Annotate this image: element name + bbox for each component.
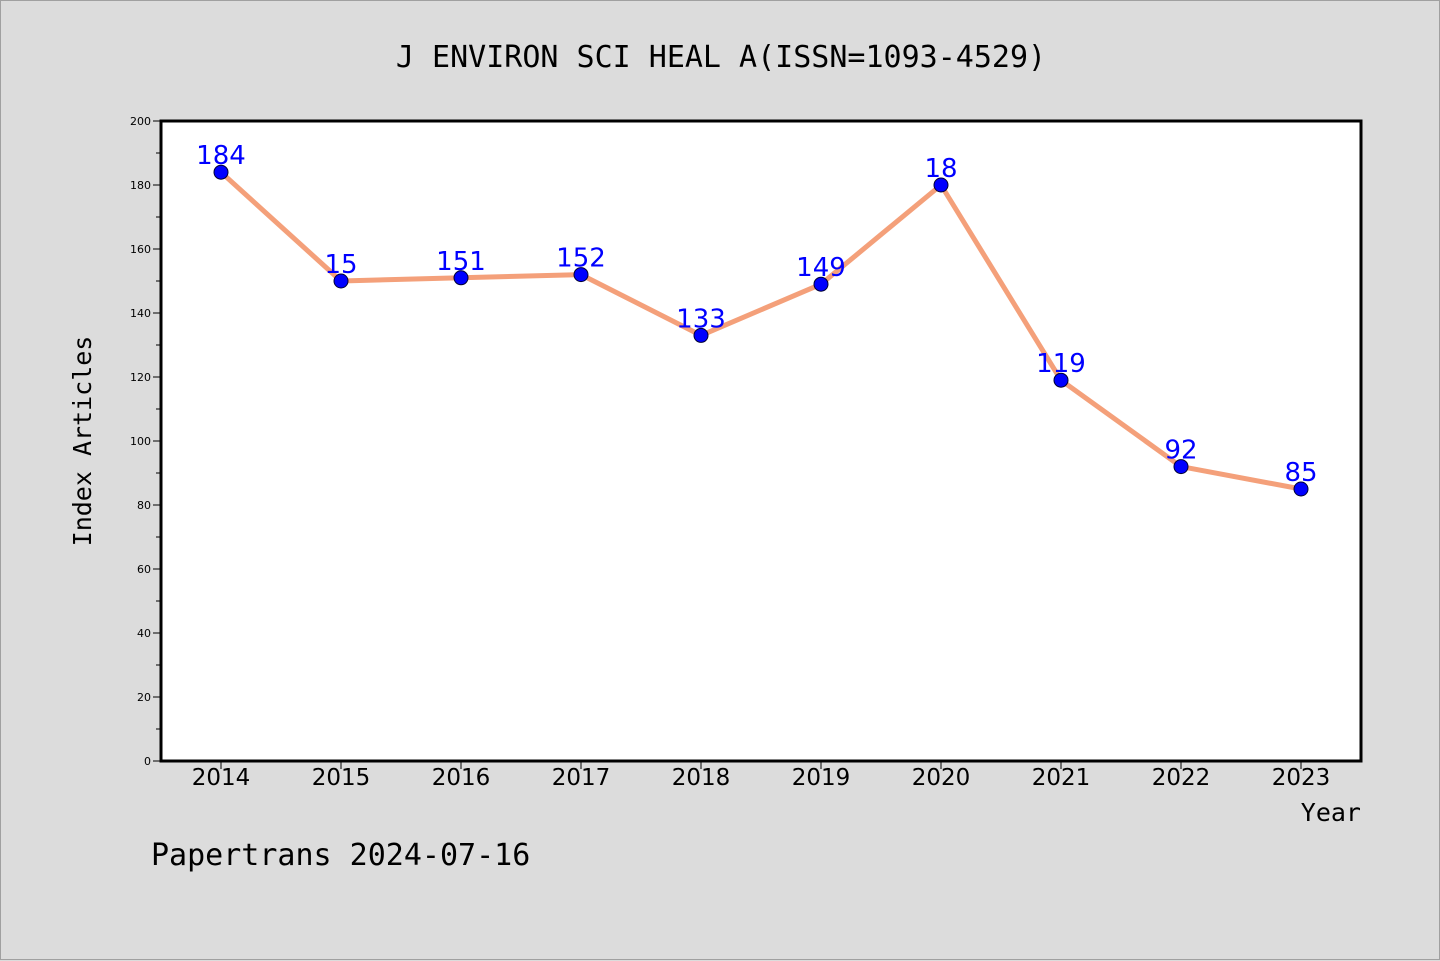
x-tick-label: 2019	[792, 765, 851, 791]
x-tick-label: 2020	[912, 765, 971, 791]
data-point	[453, 270, 469, 286]
y-tick-label: 160	[130, 243, 151, 256]
x-tick-label: 2016	[432, 765, 491, 791]
plot-area	[159, 119, 1363, 763]
y-tick-label: 0	[144, 755, 151, 768]
y-axis-label: Index Articles	[68, 336, 97, 547]
data-point	[933, 177, 949, 193]
data-point	[213, 164, 229, 180]
y-tick-label: 80	[137, 499, 151, 512]
x-axis: 2014 2015 2016 2017 2018 2019 2020 2021 2022 2023	[192, 761, 1331, 791]
data-labels: 184 15 151 152 133 149 18 119 92 85	[196, 141, 1317, 488]
y-tick-label: 20	[137, 691, 151, 704]
y-tick-label: 180	[130, 179, 151, 192]
data-label: 15	[324, 250, 357, 280]
data-label: 119	[1036, 349, 1086, 379]
data-label: 184	[196, 141, 246, 171]
y-tick-label: 100	[130, 435, 151, 448]
y-axis: 0 20 40 60 80 100 120 140 160 180 200	[130, 115, 161, 768]
data-label: 152	[556, 244, 606, 274]
data-label: 92	[1164, 436, 1197, 466]
data-label: 149	[796, 253, 846, 283]
y-tick-label: 60	[137, 563, 151, 576]
data-point	[1173, 459, 1189, 475]
data-point	[333, 273, 349, 289]
data-label: 18	[924, 154, 957, 184]
data-point	[1293, 481, 1309, 497]
x-tick-label: 2018	[672, 765, 731, 791]
x-tick-label: 2017	[552, 765, 611, 791]
data-point	[813, 276, 829, 292]
data-point	[1053, 372, 1069, 388]
footer-text: Papertrans 2024-07-16	[151, 838, 530, 873]
y-tick-label: 200	[130, 115, 151, 128]
x-tick-label: 2023	[1272, 765, 1331, 791]
series-line	[219, 170, 1302, 492]
x-axis-label: Year	[1301, 798, 1361, 827]
y-tick-label: 140	[130, 307, 151, 320]
x-tick-label: 2014	[192, 765, 251, 791]
data-point	[573, 267, 589, 283]
chart-title: J ENVIRON SCI HEAL A(ISSN=1093-4529)	[396, 40, 1046, 75]
y-tick-label: 120	[130, 371, 151, 384]
data-point	[693, 327, 709, 343]
x-tick-label: 2021	[1032, 765, 1091, 791]
y-tick-label: 40	[137, 627, 151, 640]
data-label: 133	[676, 304, 726, 334]
data-label: 85	[1284, 458, 1317, 488]
data-markers	[213, 164, 1309, 497]
data-label: 151	[436, 247, 486, 277]
x-tick-label: 2015	[312, 765, 371, 791]
x-tick-label: 2022	[1152, 765, 1211, 791]
